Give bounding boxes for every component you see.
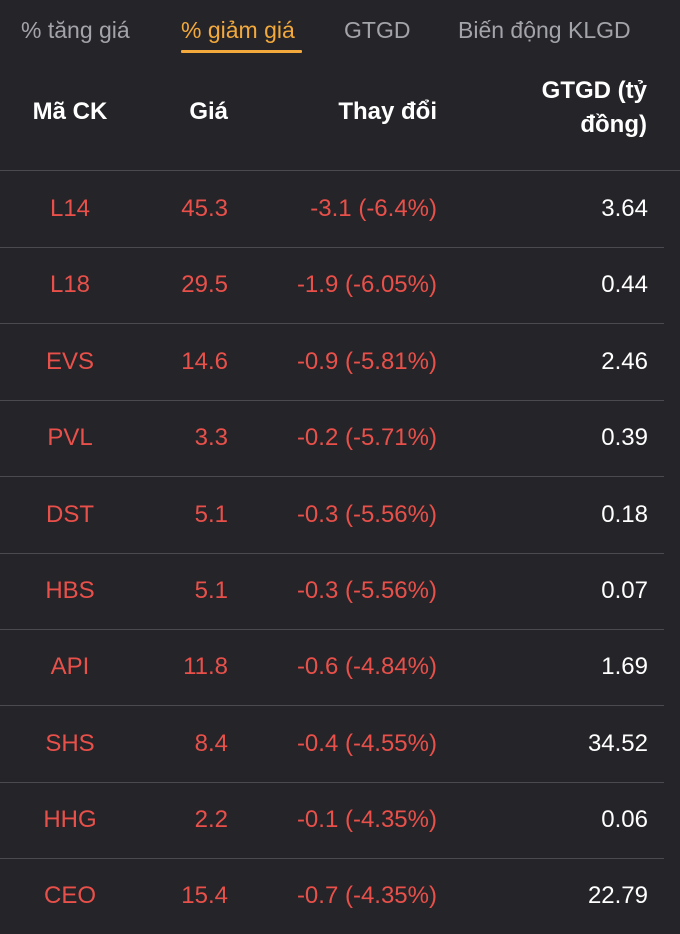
price-cell: 3.3 <box>194 424 228 451</box>
value-cell: 2.46 <box>601 348 648 375</box>
value-cell: 34.52 <box>587 730 648 757</box>
table-row[interactable]: DST 5.1 -0.3 (-5.56%) 0.18 <box>0 477 664 554</box>
table-row[interactable]: L14 45.3 -3.1 (-6.4%) 3.64 <box>0 171 664 248</box>
value-cell: 1.69 <box>601 653 648 680</box>
table-header: Mã CK Giá Thay đổi GTGD (tỷ đồng) <box>0 62 680 171</box>
symbol-cell: PVL <box>47 424 93 451</box>
tab-top-losers[interactable]: % giảm giá <box>181 17 295 43</box>
change-cell: -0.9 (-5.81%) <box>296 348 437 375</box>
change-cell: -0.2 (-5.71%) <box>296 424 437 451</box>
header-value-line1: GTGD (tỷ <box>541 77 647 104</box>
symbol-cell: API <box>50 653 90 680</box>
symbol-cell: SHS <box>45 730 95 757</box>
table-row[interactable]: API 11.8 -0.6 (-4.84%) 1.69 <box>0 629 664 706</box>
symbol-cell: L18 <box>49 271 91 298</box>
table-row[interactable]: CEO 15.4 -0.7 (-4.35%) 22.79 <box>0 858 664 934</box>
table-row[interactable]: EVS 14.6 -0.9 (-5.81%) 2.46 <box>0 324 664 401</box>
price-cell: 5.1 <box>194 577 228 604</box>
change-cell: -0.3 (-5.56%) <box>296 501 437 528</box>
table-row[interactable]: PVL 3.3 -0.2 (-5.71%) 0.39 <box>0 400 664 477</box>
price-cell: 14.6 <box>181 348 228 375</box>
value-cell: 3.64 <box>601 195 648 222</box>
active-tab-indicator <box>181 50 302 53</box>
change-cell: -0.1 (-4.35%) <box>296 806 437 833</box>
price-cell: 29.5 <box>181 271 228 298</box>
table-row[interactable]: HBS 5.1 -0.3 (-5.56%) 0.07 <box>0 553 664 630</box>
symbol-cell: L14 <box>49 195 91 222</box>
change-cell: -0.3 (-5.56%) <box>296 577 437 604</box>
change-cell: -1.9 (-6.05%) <box>296 271 437 298</box>
symbol-cell: HBS <box>45 577 95 604</box>
price-cell: 5.1 <box>194 501 228 528</box>
value-cell: 0.07 <box>601 577 648 604</box>
tab-bar: % tăng giá % giảm giá GTGD Biến động KLG… <box>0 0 680 62</box>
symbol-cell: HHG <box>43 806 97 833</box>
table-row[interactable]: SHS 8.4 -0.4 (-4.55%) 34.52 <box>0 706 664 783</box>
header-value-line2: đồng) <box>580 111 647 138</box>
header-change[interactable]: Thay đổi <box>338 98 437 125</box>
header-value[interactable]: GTGD (tỷ đồng) <box>542 74 647 142</box>
change-cell: -3.1 (-6.4%) <box>310 195 437 222</box>
price-cell: 8.4 <box>194 730 228 757</box>
value-cell: 0.06 <box>601 806 648 833</box>
value-cell: 0.39 <box>601 424 648 451</box>
change-cell: -0.6 (-4.84%) <box>296 653 437 680</box>
symbol-cell: CEO <box>43 882 96 909</box>
value-cell: 0.18 <box>601 501 648 528</box>
price-cell: 45.3 <box>181 195 228 222</box>
tab-top-gainers[interactable]: % tăng giá <box>21 17 130 43</box>
header-symbol[interactable]: Mã CK <box>32 98 108 125</box>
tab-trading-value[interactable]: GTGD <box>344 17 411 43</box>
symbol-cell: DST <box>46 501 94 528</box>
table-row[interactable]: HHG 2.2 -0.1 (-4.35%) 0.06 <box>0 782 664 859</box>
price-cell: 11.8 <box>183 653 228 680</box>
value-cell: 22.79 <box>587 882 648 909</box>
change-cell: -0.7 (-4.35%) <box>296 882 437 909</box>
tab-volume-change[interactable]: Biến động KLGD <box>458 17 631 43</box>
price-cell: 15.4 <box>181 882 228 909</box>
value-cell: 0.44 <box>601 271 648 298</box>
table-row[interactable]: L18 29.5 -1.9 (-6.05%) 0.44 <box>0 247 664 324</box>
header-price[interactable]: Giá <box>189 98 228 125</box>
price-cell: 2.2 <box>194 806 228 833</box>
symbol-cell: EVS <box>45 348 95 375</box>
change-cell: -0.4 (-4.55%) <box>296 730 437 757</box>
